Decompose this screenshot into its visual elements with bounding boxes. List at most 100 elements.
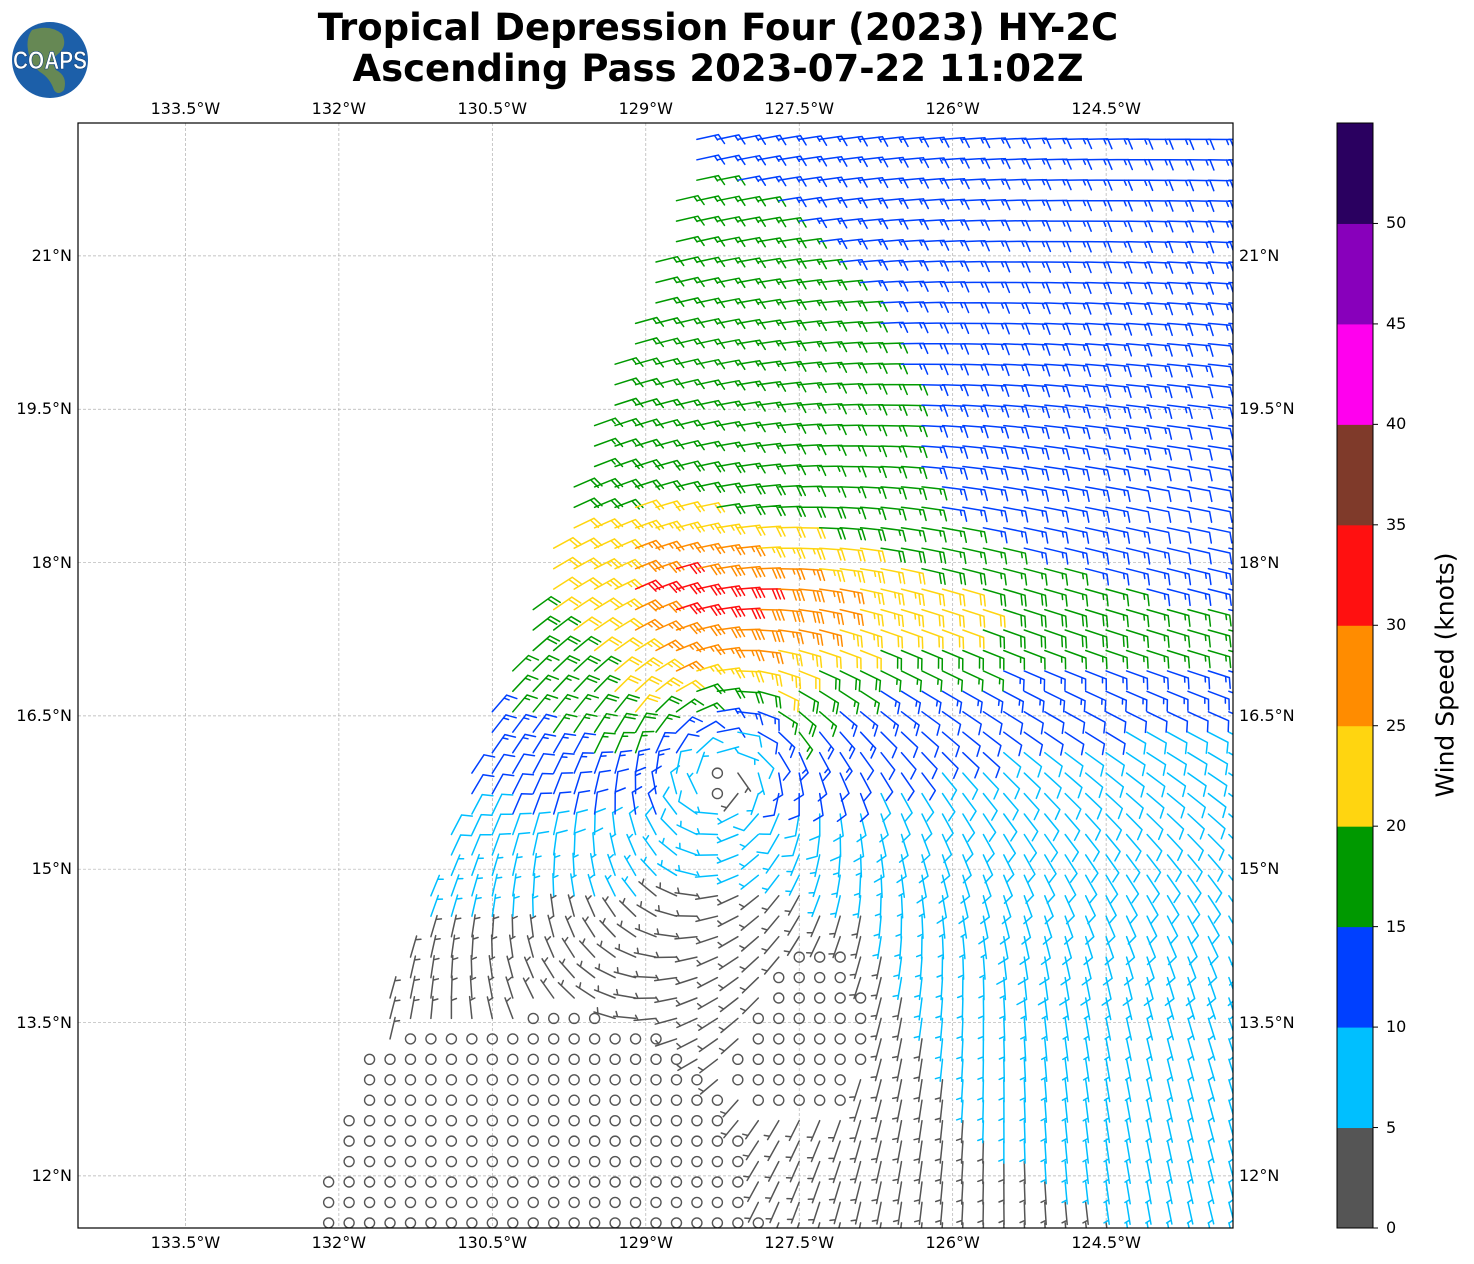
wind-barb	[593, 636, 623, 652]
colorbar-tick-label: 15	[1386, 916, 1407, 936]
wind-barb	[798, 278, 828, 290]
calm-wind-circle	[711, 787, 724, 800]
wind-barb	[582, 916, 596, 938]
wind-barb	[798, 299, 827, 311]
wind-barb	[1125, 711, 1148, 734]
wind-barb	[1023, 649, 1046, 670]
wind-barb	[1125, 874, 1140, 904]
wind-barb	[818, 731, 835, 760]
wind-barb	[1044, 547, 1069, 565]
wind-barb	[1064, 445, 1091, 461]
wind-barb	[1207, 915, 1220, 945]
wind-barb	[1084, 1222, 1088, 1228]
calm-wind-circle	[384, 1155, 396, 1168]
wind-barb	[1105, 281, 1133, 295]
wind-barb	[654, 905, 678, 917]
wind-barb	[1207, 751, 1229, 776]
wind-barb	[1105, 833, 1121, 862]
wind-barb	[1166, 445, 1193, 461]
calm-wind-circle	[732, 1176, 744, 1188]
calm-wind-circle	[425, 1094, 437, 1106]
wind-barb	[1146, 670, 1170, 690]
wind-barb	[1166, 956, 1176, 986]
wind-barb	[1166, 649, 1191, 669]
wind-barb	[798, 670, 821, 691]
wind-barb	[1103, 1058, 1111, 1082]
wind-barb	[772, 772, 784, 802]
wind-barb	[1228, 874, 1233, 882]
wind-barb	[934, 1181, 944, 1205]
wind-barb	[1003, 670, 1025, 692]
wind-barb	[1187, 874, 1202, 904]
wind-barb	[941, 322, 970, 335]
wind-barb	[1103, 1160, 1111, 1185]
wind-barb	[716, 626, 746, 639]
wind-barb	[491, 853, 504, 877]
wind-barb	[737, 380, 766, 392]
wind-barb	[913, 1099, 923, 1123]
wind-barb	[921, 404, 949, 417]
wind-barb	[1084, 874, 1098, 904]
wind-barb	[696, 751, 710, 774]
wind-barb	[962, 343, 990, 356]
wind-barb	[1064, 854, 1078, 883]
wind-barb	[654, 1017, 678, 1025]
wind-barb	[491, 832, 512, 856]
wind-barb	[1124, 1119, 1132, 1144]
wind-barb	[696, 720, 726, 733]
wind-barb	[818, 238, 848, 250]
wind-barb	[796, 1222, 800, 1228]
wind-barb	[818, 135, 848, 147]
wind-barb	[1166, 1160, 1173, 1184]
wind-barb	[1084, 220, 1113, 233]
wind-barb	[634, 657, 664, 672]
calm-wind-circle	[404, 1176, 417, 1188]
wind-barb	[471, 793, 494, 815]
wind-barb	[757, 629, 785, 643]
calm-wind-circle	[507, 1176, 519, 1188]
wind-barb	[655, 439, 685, 450]
wind-barb	[1063, 915, 1074, 945]
wind-barb	[1084, 383, 1112, 398]
calm-wind-circle	[548, 1176, 560, 1188]
wind-barb	[778, 505, 806, 518]
wind-barb	[512, 713, 538, 733]
wind-barb	[982, 424, 1010, 439]
wind-barb	[1228, 895, 1233, 904]
wind-barb	[1125, 649, 1149, 669]
wind-barb	[1187, 1099, 1195, 1123]
wind-barb	[1207, 1201, 1215, 1225]
wind-barb	[1003, 608, 1027, 628]
wind-barb	[1044, 895, 1054, 925]
wind-barb	[739, 997, 760, 1015]
wind-barb	[1084, 363, 1112, 378]
calm-wind-circle	[568, 1176, 580, 1188]
wind-barb	[1146, 895, 1159, 925]
wind-barb	[1207, 670, 1231, 690]
wind-barb	[1084, 895, 1096, 925]
wind-barb	[817, 1222, 821, 1228]
wind-barb	[758, 813, 780, 836]
calm-wind-circle	[384, 1114, 396, 1127]
wind-barb	[1187, 895, 1201, 924]
wind-barb	[982, 547, 1008, 565]
wind-barb	[1187, 159, 1215, 171]
wind-barb	[634, 675, 663, 693]
wind-barb	[880, 465, 908, 479]
colorbar-bin	[1337, 1127, 1373, 1229]
wind-barb	[1061, 1058, 1069, 1082]
calm-wind-circle	[793, 1053, 805, 1066]
wind-barb	[757, 711, 780, 732]
wind-barb	[1146, 588, 1171, 607]
wind-barb	[1207, 261, 1233, 274]
wind-barb	[614, 675, 642, 693]
wind-barb	[718, 976, 739, 992]
calm-wind-circle	[588, 1135, 601, 1147]
wind-barb	[1187, 363, 1214, 378]
calm-wind-circle	[425, 1135, 437, 1147]
wind-barb	[757, 690, 782, 709]
calm-wind-circle	[404, 1217, 417, 1228]
wind-barb	[1044, 261, 1072, 274]
wind-barb	[698, 1079, 719, 1095]
wind-barb	[1044, 792, 1061, 821]
